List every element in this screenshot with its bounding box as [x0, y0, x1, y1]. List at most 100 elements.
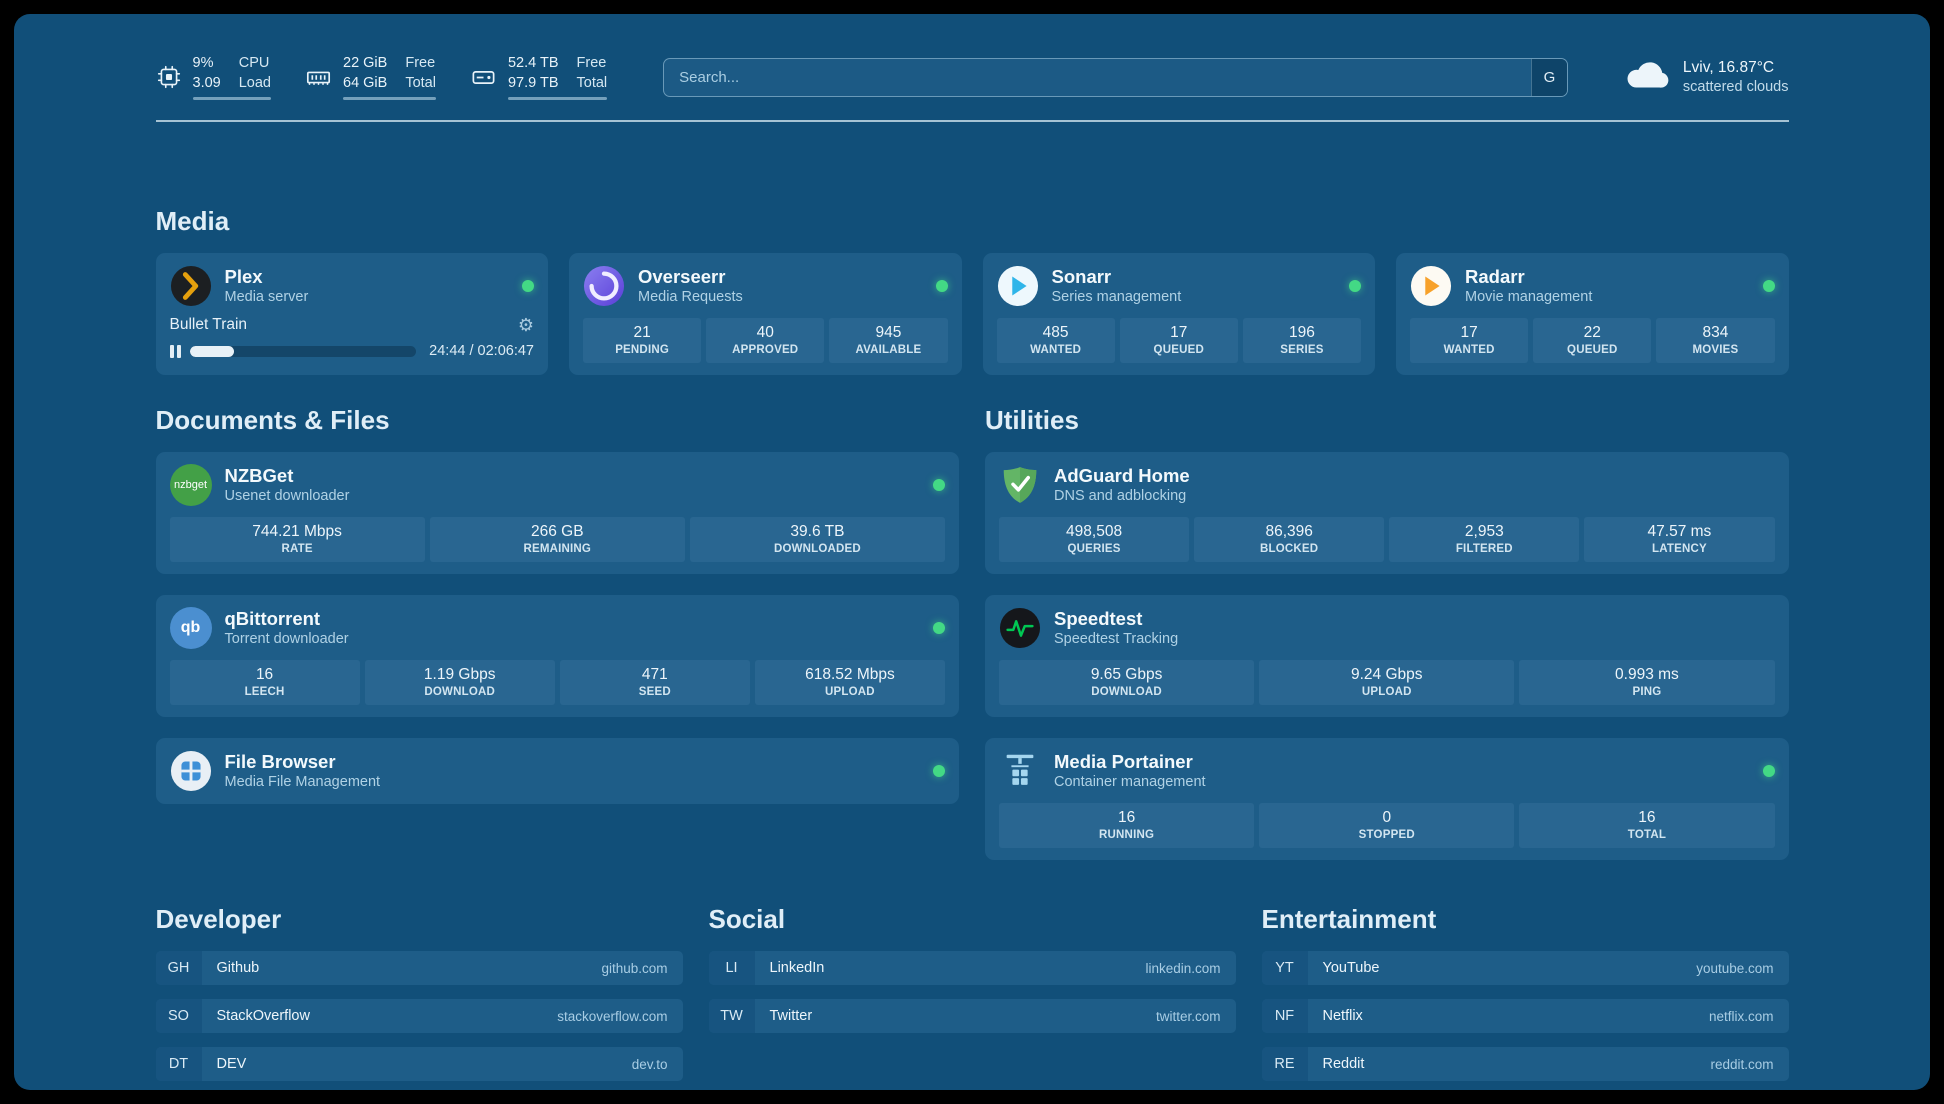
adguard-card[interactable]: AdGuard Home DNS and adblocking 498,508 Q…	[985, 452, 1789, 575]
stat-value: 17	[1460, 324, 1478, 342]
stat: 16 LEECH	[169, 660, 360, 706]
stat-value: 9.24 Gbps	[1350, 666, 1423, 684]
stat-label: STOPPED	[1358, 829, 1415, 842]
bookmark-linkedin[interactable]: LI LinkedIn linkedin.com	[708, 951, 1236, 986]
stat-value: 40	[756, 324, 774, 342]
portainer-card[interactable]: Media Portainer Container management 16 R…	[985, 738, 1789, 861]
bookmark-name: Reddit	[1322, 1056, 1365, 1073]
stat-label: RATE	[281, 543, 313, 556]
playback-time: 24:44 / 02:06:47	[429, 343, 534, 360]
stat-value: 47.57 ms	[1647, 523, 1712, 541]
search-input[interactable]	[664, 58, 1531, 96]
bookmark-abbr: TW	[708, 999, 755, 1034]
stat-label: QUEUED	[1567, 344, 1618, 357]
section-media: Media Plex Media server Bullet	[155, 206, 1789, 376]
bookmark-twitter[interactable]: TW Twitter twitter.com	[708, 999, 1236, 1034]
service-title: File Browser	[224, 751, 336, 773]
memory-free-label: Free	[405, 55, 436, 71]
bookmark-reddit[interactable]: RE Reddit reddit.com	[1261, 1047, 1789, 1082]
memory-icon	[305, 64, 332, 91]
portainer-icon	[999, 750, 1041, 792]
section-title-developer: Developer	[155, 904, 282, 935]
progress-fill	[189, 345, 234, 357]
stat-label: PING	[1632, 686, 1662, 699]
nzbget-card[interactable]: nzbget NZBGet Usenet downloader 744.21 M…	[155, 452, 959, 575]
bookmark-github[interactable]: GH Github github.com	[155, 951, 683, 986]
stat-label: FILTERED	[1455, 543, 1513, 556]
service-subtitle: Container management	[1054, 774, 1206, 791]
stat: 266 GB REMAINING	[429, 517, 685, 563]
qbittorrent-badge-text: qb	[180, 619, 201, 637]
qbittorrent-card[interactable]: qb qBittorrent Torrent downloader 16 LEEC…	[155, 595, 959, 718]
speedtest-card[interactable]: Speedtest Speedtest Tracking 9.65 Gbps DO…	[985, 595, 1789, 718]
service-subtitle: Usenet downloader	[224, 488, 350, 505]
stat-value: 485	[1042, 324, 1069, 342]
stat: 485 WANTED	[996, 318, 1115, 364]
bookmark-name: StackOverflow	[216, 1008, 310, 1025]
topbar: 9% CPU 3.09 Load 22 GiB Free 64 G	[156, 54, 1789, 101]
stat-value: 21	[633, 324, 651, 342]
stat-value: 945	[875, 324, 902, 342]
cpu-load-value: 3.09	[192, 75, 221, 92]
service-subtitle: Media Requests	[638, 289, 743, 306]
service-title: AdGuard Home	[1054, 465, 1190, 487]
stat-label: QUEUED	[1153, 344, 1204, 357]
stat-value: 0	[1382, 809, 1392, 827]
bookmark-youtube[interactable]: YT YouTube youtube.com	[1261, 951, 1789, 986]
radarr-card[interactable]: Radarr Movie management 17 WANTED 22 QUEUE…	[1396, 253, 1789, 376]
plex-card[interactable]: Plex Media server Bullet Train ⚙	[155, 253, 548, 376]
nzbget-badge-text: nzbget	[173, 479, 208, 492]
pause-icon[interactable]	[169, 344, 181, 358]
stat-value: 22	[1583, 324, 1601, 342]
status-dot	[522, 280, 534, 293]
stat-value: 86,396	[1265, 523, 1313, 541]
stat-value: 16	[255, 666, 274, 684]
stat-value: 9.65 Gbps	[1090, 666, 1163, 684]
resource-underline	[192, 97, 271, 101]
disk-total-label: Total	[576, 75, 608, 92]
sonarr-card[interactable]: Sonarr Series management 485 WANTED 17 QUE…	[982, 253, 1375, 376]
stat-value: 1.19 Gbps	[423, 666, 496, 684]
memory-total-value: 64 GiB	[343, 75, 388, 92]
service-title: qBittorrent	[224, 608, 321, 630]
search-provider-button[interactable]: G	[1530, 58, 1567, 96]
filebrowser-icon	[170, 750, 212, 792]
stat: 618.52 Mbps UPLOAD	[754, 660, 945, 706]
stat-value: 16	[1117, 809, 1136, 827]
settings-icon[interactable]: ⚙	[517, 315, 534, 336]
stat: 39.6 TB DOWNLOADED	[689, 517, 946, 563]
stat: 9.24 Gbps UPLOAD	[1259, 660, 1515, 706]
stat-label: WANTED	[1030, 344, 1082, 357]
bookmark-stackoverflow[interactable]: SO StackOverflow stackoverflow.com	[155, 999, 683, 1034]
stat: 21 PENDING	[583, 318, 702, 364]
speedtest-icon	[999, 607, 1041, 649]
status-dot	[1762, 765, 1775, 778]
stat-value: 266 GB	[530, 523, 584, 541]
stat: 834 MOVIES	[1656, 318, 1775, 364]
stat-value: 834	[1702, 324, 1729, 342]
bookmark-abbr: NF	[1261, 999, 1308, 1034]
stat: 22 QUEUED	[1533, 318, 1652, 364]
stat-label: DOWNLOADED	[773, 543, 861, 556]
overseerr-card[interactable]: Overseerr Media Requests 21 PENDING 40 APP…	[569, 253, 962, 376]
disk-free-label: Free	[576, 55, 607, 71]
bookmark-domain: dev.to	[631, 1056, 668, 1072]
weather-location: Lviv, 16.87°C	[1682, 59, 1775, 77]
service-title: NZBGet	[224, 465, 294, 487]
bookmark-abbr: DT	[155, 1047, 202, 1082]
bookmark-abbr: SO	[155, 999, 202, 1034]
stat-label: QUERIES	[1067, 543, 1121, 556]
stat: 744.21 Mbps RATE	[169, 517, 425, 563]
filebrowser-card[interactable]: File Browser Media File Management	[155, 738, 959, 805]
bookmark-abbr: YT	[1261, 951, 1308, 986]
memory-free-value: 22 GiB	[343, 55, 388, 71]
adguard-icon	[999, 464, 1041, 506]
stat: 17 QUEUED	[1119, 318, 1238, 364]
bookmark-dev[interactable]: DT DEV dev.to	[155, 1047, 683, 1082]
memory-total-label: Total	[405, 75, 436, 92]
bookmark-netflix[interactable]: NF Netflix netflix.com	[1261, 999, 1789, 1034]
stat-value: 618.52 Mbps	[805, 666, 895, 684]
resource-underline	[343, 97, 436, 101]
stat: 498,508 QUERIES	[999, 517, 1190, 563]
search-bar: G	[663, 57, 1568, 97]
